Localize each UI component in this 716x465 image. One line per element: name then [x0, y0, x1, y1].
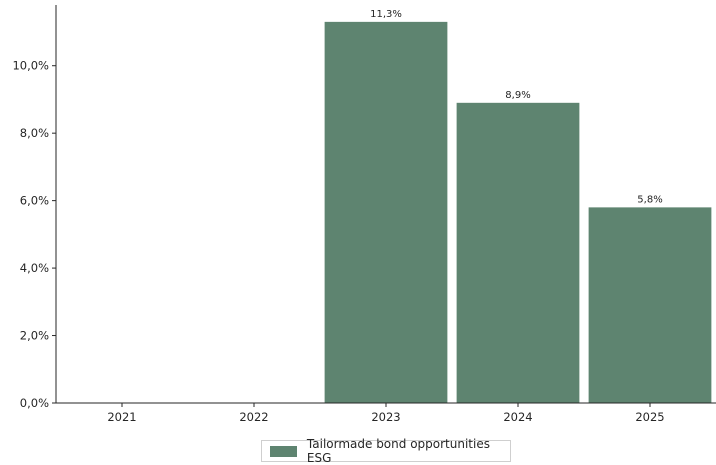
y-tick-label-2: 4,0% — [20, 261, 49, 275]
x-tick-label-2025: 2025 — [635, 410, 664, 424]
legend-label: Tailormade bond opportunities ESG — [306, 437, 490, 465]
y-tick-label-0: 0,0% — [20, 396, 49, 410]
y-tick-label-3: 6,0% — [20, 194, 49, 208]
data-label-2025: 5,8% — [637, 194, 662, 205]
data-label-2024: 8,9% — [505, 90, 530, 101]
x-tick-label-2024: 2024 — [503, 410, 532, 424]
bar-2024 — [456, 102, 580, 403]
plot-area: 2021 2022 11,3% 2023 8,9% 2024 5,8% 2025 0,0% 2,0… — [12, 5, 716, 424]
bar-2025 — [588, 207, 712, 403]
y-tick-label-5: 10,0% — [12, 59, 49, 73]
legend-swatch — [270, 445, 297, 457]
x-tick-label-2021: 2021 — [107, 410, 136, 424]
legend: Tailormade bond opportunities ESG — [261, 437, 511, 465]
data-label-2023: 11,3% — [370, 9, 402, 20]
x-tick-label-2022: 2022 — [239, 410, 268, 424]
y-tick-label-4: 8,0% — [20, 126, 49, 140]
y-tick-label-1: 2,0% — [20, 329, 49, 343]
bar-2023 — [324, 21, 448, 403]
x-tick-label-2023: 2023 — [371, 410, 400, 424]
